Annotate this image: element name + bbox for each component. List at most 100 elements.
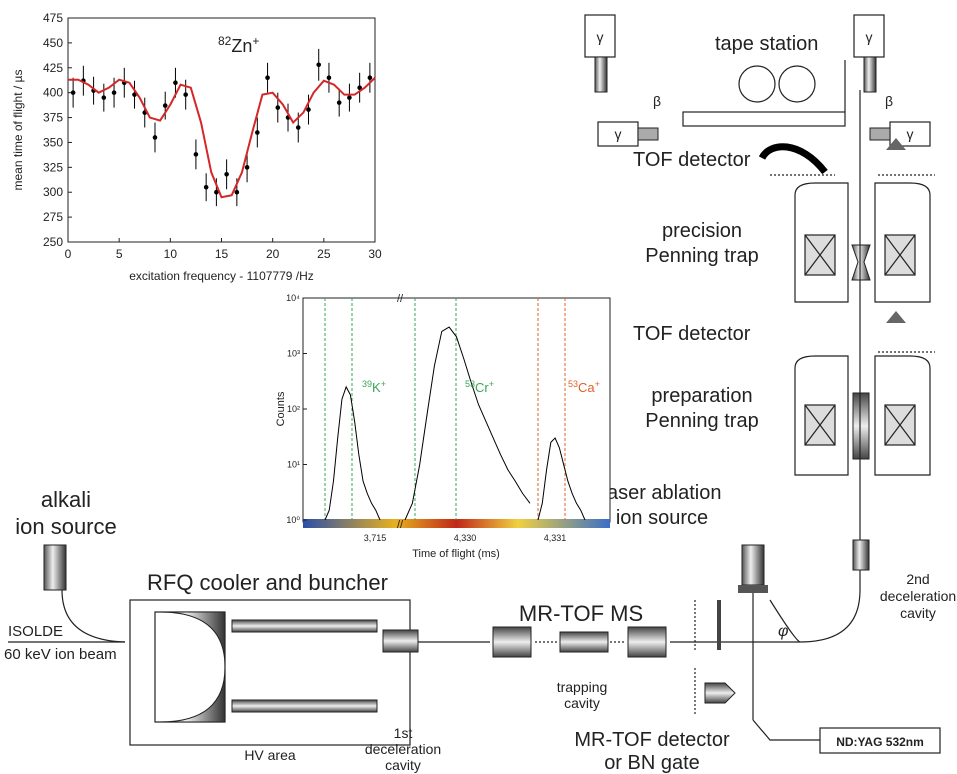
peak-symbol: K [372,380,381,395]
data-point [357,85,362,90]
label: TOF detector [633,149,751,171]
spectrum-line [537,437,586,521]
annotation: 82Zn+ [218,34,259,56]
y-tick-label: 10⁰ [286,515,300,525]
data-point [326,75,332,81]
tape [682,111,846,127]
detector-stem [863,56,877,93]
peak-label: 53Ca+ [568,379,600,395]
detector-stem [869,127,891,141]
data-point [152,135,158,140]
data-point [265,75,270,81]
label: 1st deceleration cavity [365,725,441,773]
y-tick-label: 400 [43,86,63,100]
data-point [234,189,240,195]
beam-line [61,589,126,643]
data-point [111,90,117,95]
magnet [794,182,849,303]
detector-stem [637,127,659,141]
label: γ [907,126,914,142]
schematic: tape station γ γ γ γ β β TOF detector TO… [4,14,956,774]
data-point [347,95,352,100]
y-tick-label: 10² [287,404,300,414]
x-tick-label: 30 [368,247,382,261]
label: φ [778,623,788,640]
data-point [255,130,260,135]
tape-reel [738,65,776,103]
rfq-funnel [159,611,226,723]
x-axis-label: Time of flight (ms) [412,548,500,560]
label: 2nd deceleration cavity [880,571,956,621]
x-axis-label: excitation frequency - 1107779 /Hz [129,269,314,283]
x-tick-label: 4,331 [544,533,567,543]
label: RFQ cooler and buncher [147,570,388,595]
y-tick-label: 375 [43,111,63,125]
detector-stem [594,56,608,93]
label: γ [615,126,622,142]
peak-symbol: Cr [475,380,489,395]
y-tick-label: 425 [43,61,63,75]
annotation-mass: 82 [218,34,232,48]
label: ISOLDE 60 keV ion beam [4,623,117,663]
data-point [306,107,311,112]
y-tick-label: 250 [43,235,63,249]
label: alkali ion source [15,487,117,539]
x-tick-label: 10 [164,247,178,261]
detector-plate [717,600,721,650]
coil [804,234,916,446]
data-point [214,189,219,195]
colorbar [303,519,610,528]
magnet [874,182,931,303]
axis-break: // [397,293,404,305]
label: ND:YAG 532nm [836,735,924,749]
deceleration-cavity [852,539,870,571]
data-point [183,92,188,97]
beam-line [670,570,861,643]
fit-line [68,77,376,199]
annotation-charge: + [252,34,259,48]
y-tick-label: 10¹ [287,460,300,470]
peak-charge: + [595,379,600,389]
data-point [336,100,342,105]
y-tick-label: 350 [43,135,63,149]
spectrum-line [404,326,531,521]
annotation-symbol: Zn [231,36,252,56]
label: β [885,93,893,109]
data-point [295,125,301,130]
y-axis-label: mean time of flight / µs [11,70,25,191]
data-point [70,90,76,95]
label: laser ablation ion source [603,482,722,529]
peak-label: 53Cr+ [465,379,494,395]
spectrum-line [324,385,381,521]
x-tick-label: 0 [65,247,72,261]
trap-electrode [852,392,870,460]
data-point [173,80,178,86]
y-axis-label: Counts [275,391,287,426]
peak-mass: 53 [568,379,578,389]
x-tick-label: 4,330 [454,533,477,543]
data-point [367,75,373,81]
x-tick-label: 5 [116,247,123,261]
detector-icon [886,138,906,150]
data-point [224,172,229,177]
data-point [316,62,322,68]
label: MR-TOF detector or BN gate [574,729,730,774]
label: γ [866,29,873,45]
label: γ [597,29,604,45]
mirror [627,626,667,658]
peak-mass: 53 [465,379,475,389]
trap-electrode [851,244,871,281]
label: precision Penning trap [645,220,758,267]
y-tick-label: 10³ [287,349,300,359]
y-tick-label: 275 [43,210,63,224]
data-point [244,165,250,170]
plot-frame [67,17,376,243]
angle [769,599,801,643]
y-tick-label: 325 [43,160,63,174]
y-tick-label: 300 [43,185,63,199]
alkali-source [43,544,67,591]
data-point [101,95,107,100]
y-tick-label: 10⁴ [286,293,300,303]
peak-charge: + [489,379,494,389]
data-point [193,152,199,157]
